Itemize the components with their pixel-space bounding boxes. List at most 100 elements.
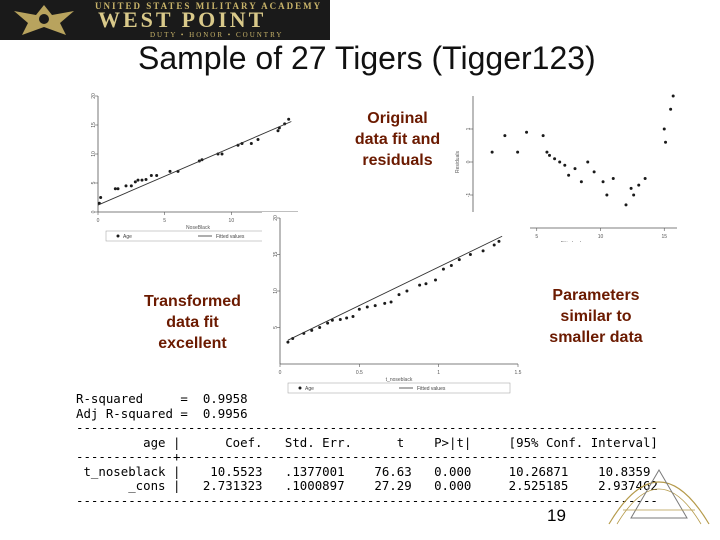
- data-point: [664, 140, 668, 144]
- callout-parameters: Parameters similar to smaller data: [549, 287, 643, 346]
- data-point: [490, 150, 494, 154]
- data-point: [671, 94, 675, 98]
- x-tick-label: 5: [163, 218, 166, 224]
- data-point: [449, 263, 453, 267]
- output-divider-bottom: ----------------------------------------…: [76, 492, 658, 508]
- data-point: [140, 178, 144, 182]
- data-point: [310, 328, 314, 332]
- table-row-t-noseblack: t_noseblack | 10.5523 .1377001 76.63 0.0…: [76, 463, 651, 479]
- data-point: [573, 167, 577, 171]
- x-axis-label: Fitted values: [561, 241, 590, 242]
- data-point: [516, 150, 520, 154]
- data-point: [129, 184, 133, 188]
- data-point: [433, 278, 437, 282]
- data-point: [558, 160, 562, 164]
- data-point: [605, 193, 609, 197]
- data-point: [418, 283, 422, 287]
- data-point: [116, 187, 120, 191]
- output-divider: ----------------------------------------…: [76, 420, 658, 435]
- original-fit-chart: 05101505101520NoseBlackAgeFitted values: [91, 93, 301, 242]
- residual-plot: 5 10 15 -1 0 1 Fitted values Residuals: [455, 90, 683, 247]
- y-tick-label: 0: [91, 210, 97, 213]
- y-tick-label: 10: [91, 151, 97, 157]
- y-tick-label: 5: [273, 326, 279, 329]
- y-tick-label: 5: [91, 181, 97, 184]
- y-tick-label: 0: [466, 160, 472, 163]
- data-point: [503, 134, 507, 138]
- page-number: 19: [547, 506, 566, 525]
- data-point: [365, 305, 369, 309]
- data-point: [286, 340, 290, 344]
- data-point: [168, 169, 172, 173]
- y-tick-label: 15: [273, 252, 279, 258]
- transformed-fit-chart: 0 0.5 1 1.5 5 10 15 20 t_noseblack Age Fitted valu…: [273, 215, 522, 394]
- data-point: [389, 300, 393, 304]
- data-point: [441, 267, 445, 271]
- data-point: [492, 243, 496, 247]
- fitted-line: [287, 235, 503, 341]
- data-point: [662, 127, 666, 131]
- x-axis-label: t_noseblack: [386, 377, 413, 383]
- data-point: [601, 180, 605, 184]
- data-point: [637, 183, 641, 187]
- data-point: [133, 180, 137, 184]
- data-point: [113, 187, 117, 191]
- data-point: [357, 307, 361, 311]
- data-point: [548, 153, 551, 157]
- x-tick-label: 5: [535, 234, 538, 240]
- data-point: [144, 178, 148, 182]
- data-point: [624, 203, 628, 207]
- legend-label-fitted: Fitted values: [216, 234, 245, 240]
- callout-transformed: Transformed data fit excellent: [144, 293, 241, 352]
- data-point: [373, 304, 377, 308]
- banner-motto: DUTY • HONOR • COUNTRY: [150, 31, 284, 39]
- x-tick-label: 10: [598, 234, 604, 240]
- data-point: [149, 173, 153, 177]
- data-point: [643, 177, 647, 180]
- x-tick-label: 1: [437, 370, 440, 376]
- data-point: [326, 321, 330, 325]
- data-point: [136, 178, 140, 182]
- rsquared-line: R-squared = 0.9958: [76, 391, 248, 406]
- data-point: [220, 152, 224, 156]
- data-point: [424, 282, 428, 286]
- data-point: [249, 142, 253, 146]
- data-point: [383, 301, 387, 305]
- table-row-cons: _cons | 2.731323 .1000897 27.29 0.000 2.…: [76, 478, 658, 493]
- x-tick-label: 0: [97, 218, 100, 224]
- data-point: [99, 196, 103, 199]
- data-point: [629, 186, 633, 190]
- data-point: [256, 138, 260, 141]
- data-point: [579, 180, 583, 184]
- banner-main-text: WEST POINT: [98, 7, 267, 32]
- y-tick-label: 20: [91, 93, 97, 99]
- data-point: [586, 160, 590, 164]
- data-point: [155, 173, 159, 177]
- y-tick-label: 15: [91, 122, 97, 128]
- data-point: [338, 317, 342, 321]
- table-subdivider: -------------+--------------------------…: [76, 449, 658, 464]
- adj-rsquared-line: Adj R-squared = 0.9956: [76, 405, 248, 421]
- table-header: age | Coef. Std. Err. t P>|t| [95% Conf.…: [76, 434, 658, 450]
- transformed-fit-plot: 0 0.5 1 1.5 5 10 15 20 t_noseblack Age Fitted valu…: [262, 212, 530, 404]
- x-tick-label: 0.5: [356, 370, 363, 376]
- legend-label-age: Age: [305, 386, 314, 392]
- data-point: [276, 129, 280, 133]
- legend-box: [287, 382, 511, 394]
- data-point: [468, 253, 472, 256]
- fitted-line: [97, 121, 292, 206]
- legend-marker: [116, 234, 120, 238]
- y-axis-label: Residuals: [455, 151, 461, 173]
- legend-label-fitted: Fitted values: [417, 386, 446, 392]
- banner-top-text: UNITED STATES MILITARY ACADEMY: [95, 1, 323, 11]
- x-tick-label: 15: [661, 234, 667, 240]
- x-tick-label: 0: [279, 370, 282, 376]
- y-tick-label: 10: [273, 288, 279, 294]
- eagle-crest-icon: [14, 5, 74, 35]
- callout-original: Original data fit and residuals: [354, 110, 441, 169]
- x-tick-label: 10: [229, 218, 235, 224]
- data-point: [405, 289, 409, 293]
- data-point: [567, 173, 571, 177]
- data-point: [481, 249, 485, 253]
- y-tick-label: 1: [466, 127, 472, 130]
